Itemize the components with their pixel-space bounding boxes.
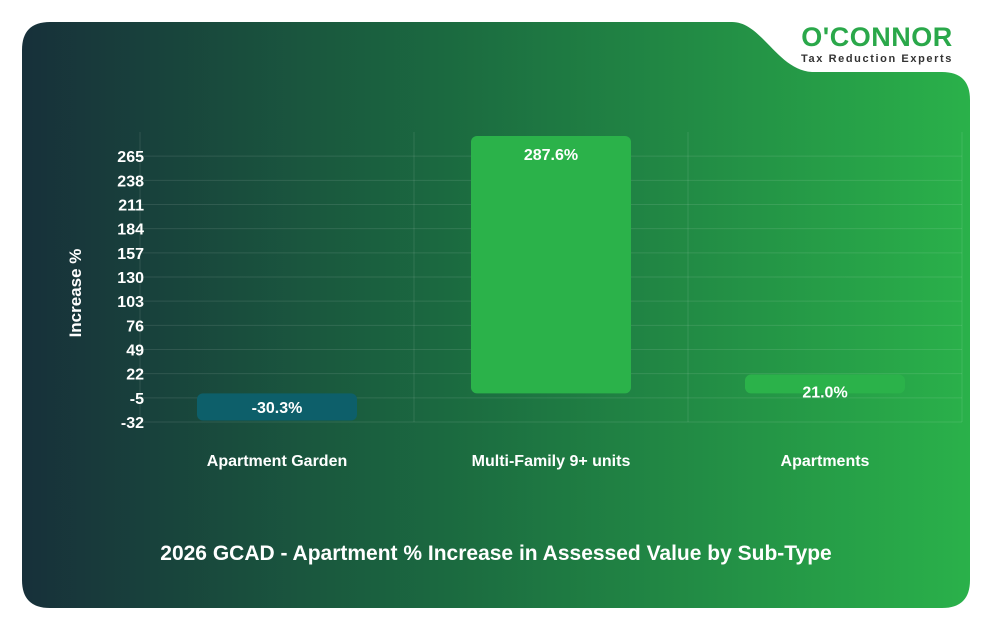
y-tick-label: 103	[117, 294, 144, 311]
y-tick-label: 22	[126, 367, 144, 384]
oconnor-logo: O'CONNOR Tax Reduction Experts	[786, 22, 968, 65]
y-tick-label: 184	[117, 222, 144, 239]
y-tick-label: 76	[126, 318, 144, 335]
bar-apartments	[745, 374, 905, 394]
bar-multi-family-9-units	[471, 135, 631, 394]
logo-name: O'CONNOR	[801, 22, 953, 52]
x-tick-label: Multi-Family 9+ units	[472, 453, 631, 470]
y-tick-label: -32	[121, 415, 144, 432]
chart-title: 2026 GCAD - Apartment % Increase in Asse…	[160, 542, 832, 565]
bar-chart: -32 -5 22 49 76 103 130 157 184 211 238 265 -30.3% Ap…	[22, 22, 970, 608]
data-label: 21.0%	[802, 384, 847, 401]
bar-apartment-garden	[197, 393, 357, 421]
y-tick-label: 238	[117, 173, 144, 190]
y-tick-label: 49	[126, 343, 144, 360]
x-tick-label: Apartment Garden	[207, 453, 347, 470]
data-label: -30.3%	[252, 400, 303, 417]
y-tick-label: 157	[117, 246, 144, 263]
y-axis-label: Increase %	[66, 249, 85, 338]
chart-card: -32 -5 22 49 76 103 130 157 184 211 238 265 -30.3% Ap…	[22, 22, 970, 608]
y-tick-label: 211	[118, 198, 144, 215]
logo-tagline: Tax Reduction Experts	[801, 53, 953, 65]
y-tick-label: -5	[130, 391, 144, 408]
y-tick-label: 265	[117, 149, 144, 166]
x-tick-label: Apartments	[781, 453, 870, 470]
data-label: 287.6%	[524, 147, 578, 164]
y-tick-label: 130	[117, 270, 144, 287]
